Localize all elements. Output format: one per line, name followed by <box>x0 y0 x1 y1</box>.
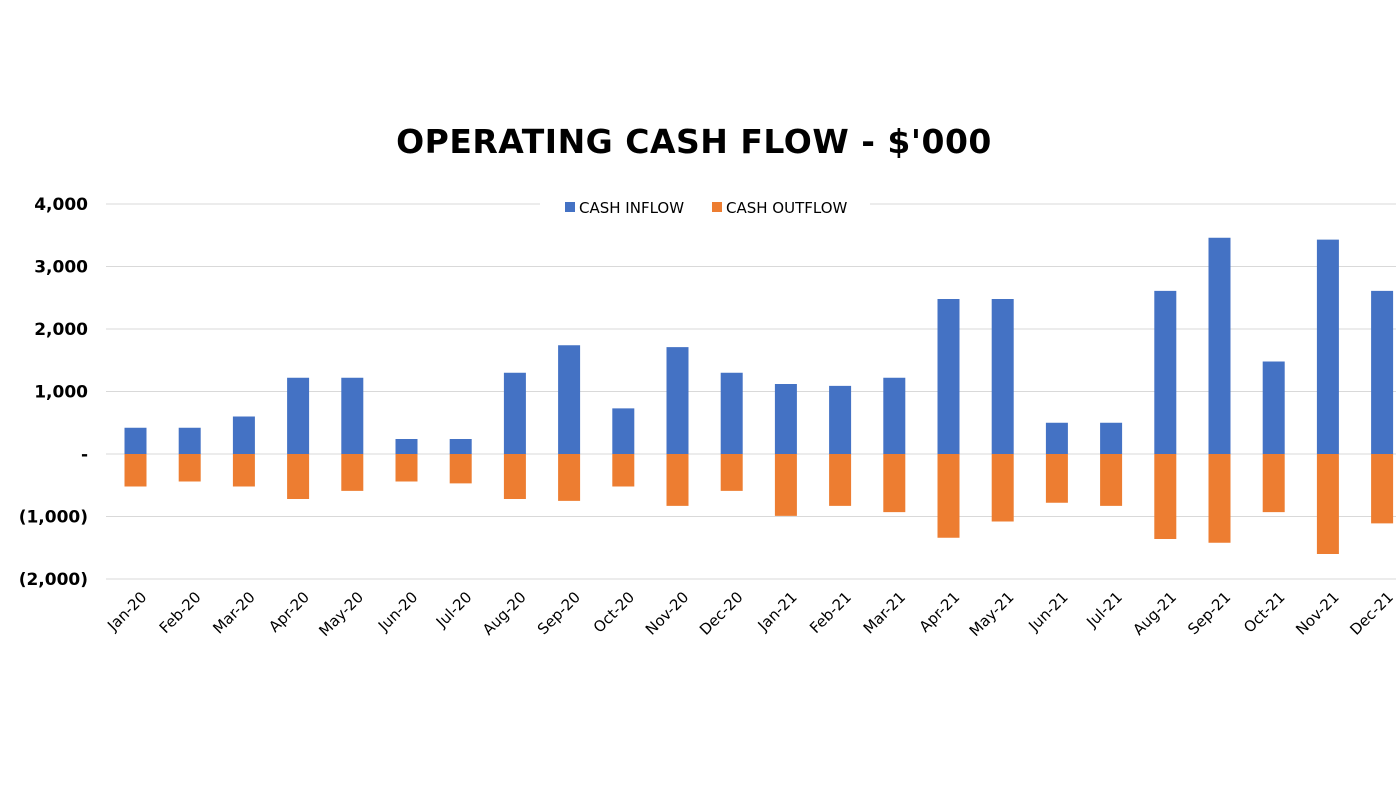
x-tick-label: Jul-20 <box>432 588 476 632</box>
bar-cash-outflow-sep-20 <box>558 454 581 501</box>
bar-cash-inflow-feb-21 <box>829 385 852 454</box>
y-tick-label: 2,000 <box>34 320 88 340</box>
bar-cash-outflow-apr-20 <box>287 454 310 499</box>
bar-cash-inflow-jul-20 <box>449 439 472 454</box>
y-tick-label: 4,000 <box>34 195 88 215</box>
bar-cash-inflow-jun-20 <box>395 439 418 454</box>
bar-cash-inflow-oct-20 <box>612 408 635 454</box>
chart-title: OPERATING CASH FLOW - $'000 <box>396 122 992 161</box>
bar-cash-outflow-mar-21 <box>883 454 906 513</box>
bar-cash-inflow-nov-21 <box>1316 239 1339 454</box>
bar-cash-inflow-nov-20 <box>666 347 689 454</box>
bar-cash-inflow-apr-20 <box>287 377 310 454</box>
x-tick-label: Oct-21 <box>1240 588 1288 636</box>
x-tick-label: Aug-21 <box>1129 588 1180 639</box>
legend: CASH INFLOW CASH OUTFLOW <box>540 192 870 220</box>
bar-cash-outflow-jun-21 <box>1045 454 1068 503</box>
bar-cash-inflow-jul-21 <box>1100 422 1123 454</box>
bar-cash-inflow-feb-20 <box>178 427 201 454</box>
bar-cash-outflow-jan-21 <box>774 454 797 516</box>
bar-cash-outflow-may-21 <box>991 454 1014 522</box>
x-tick-label: Apr-21 <box>916 588 964 636</box>
bar-cash-inflow-may-20 <box>341 377 364 454</box>
x-tick-label: Feb-20 <box>156 588 205 637</box>
bar-cash-outflow-sep-21 <box>1208 454 1231 543</box>
x-tick-label: Jan-21 <box>754 588 801 635</box>
bar-cash-inflow-aug-20 <box>503 372 526 454</box>
gridlines <box>106 203 1396 580</box>
bar-cash-outflow-dec-20 <box>720 454 743 491</box>
x-tick-label: Dec-20 <box>696 588 747 639</box>
bar-cash-outflow-mar-20 <box>232 454 255 487</box>
bar-cash-outflow-aug-21 <box>1154 454 1177 539</box>
bar-cash-inflow-jun-21 <box>1045 422 1068 454</box>
bar-cash-outflow-oct-20 <box>612 454 635 487</box>
x-tick-label: Apr-20 <box>265 588 313 636</box>
bar-cash-inflow-dec-21 <box>1371 290 1394 454</box>
bar-cash-inflow-sep-21 <box>1208 237 1231 454</box>
legend-cash-outflow-label: CASH OUTFLOW <box>726 199 848 217</box>
y-tick-label: (1,000) <box>19 508 88 528</box>
bar-cash-inflow-mar-20 <box>232 416 255 454</box>
x-tick-label: Jul-21 <box>1082 588 1126 632</box>
legend-cash-outflow-swatch <box>712 202 722 212</box>
x-axis-ticks: Jan-20 Feb-20 Mar-20 Apr-20 May-20 Jun-20 Jul-… <box>103 588 1396 640</box>
bar-cash-outflow-nov-20 <box>666 454 689 506</box>
bar-cash-outflow-oct-21 <box>1262 454 1285 513</box>
x-tick-label: Dec-21 <box>1346 588 1396 639</box>
x-tick-label: Sep-21 <box>1184 588 1234 638</box>
bar-cash-outflow-feb-21 <box>829 454 852 506</box>
bar-cash-inflow-apr-21 <box>937 299 960 454</box>
x-tick-label: Nov-20 <box>642 588 692 638</box>
y-tick-label: 3,000 <box>34 258 88 278</box>
x-tick-label: Feb-21 <box>806 588 855 637</box>
x-tick-label: Nov-21 <box>1292 588 1342 638</box>
bar-cash-inflow-sep-20 <box>558 345 581 454</box>
bar-cash-outflow-aug-20 <box>503 454 526 499</box>
bar-cash-outflow-jan-20 <box>124 454 147 487</box>
bar-cash-outflow-nov-21 <box>1316 454 1339 554</box>
y-tick-label: 1,000 <box>34 383 88 403</box>
x-tick-label: Sep-20 <box>534 588 584 638</box>
bar-cash-outflow-jun-20 <box>395 454 418 482</box>
bar-cash-inflow-mar-21 <box>883 377 906 454</box>
legend-cash-inflow-swatch <box>565 202 575 212</box>
bar-cash-inflow-jan-20 <box>124 427 147 454</box>
y-tick-label: (2,000) <box>19 570 88 590</box>
y-tick-label: - <box>81 445 88 465</box>
bar-cash-inflow-may-21 <box>991 299 1014 454</box>
x-tick-label: Jun-20 <box>374 588 421 635</box>
x-tick-label: Mar-20 <box>209 588 258 637</box>
x-tick-label: Aug-20 <box>479 588 530 639</box>
x-tick-label: Jan-20 <box>103 588 150 635</box>
x-tick-label: Jun-21 <box>1024 588 1071 635</box>
bars <box>124 237 1394 554</box>
y-axis-ticks: 4,000 3,000 2,000 1,000 - (1,000) (2,000) <box>19 195 88 590</box>
bar-cash-outflow-jul-21 <box>1100 454 1123 506</box>
bar-cash-outflow-feb-20 <box>178 454 201 482</box>
bar-cash-inflow-dec-20 <box>720 372 743 454</box>
x-tick-label: May-21 <box>966 588 1018 640</box>
bar-cash-outflow-may-20 <box>341 454 364 491</box>
bar-cash-inflow-jan-21 <box>774 384 797 454</box>
bar-cash-inflow-aug-21 <box>1154 290 1177 454</box>
x-tick-label: Oct-20 <box>590 588 638 636</box>
bar-cash-outflow-dec-21 <box>1371 454 1394 524</box>
legend-cash-inflow-label: CASH INFLOW <box>579 199 684 217</box>
x-tick-label: May-20 <box>315 588 367 640</box>
x-tick-label: Mar-21 <box>860 588 909 637</box>
bar-cash-inflow-oct-21 <box>1262 361 1285 454</box>
bar-cash-outflow-jul-20 <box>449 454 472 484</box>
bar-cash-outflow-apr-21 <box>937 454 960 538</box>
